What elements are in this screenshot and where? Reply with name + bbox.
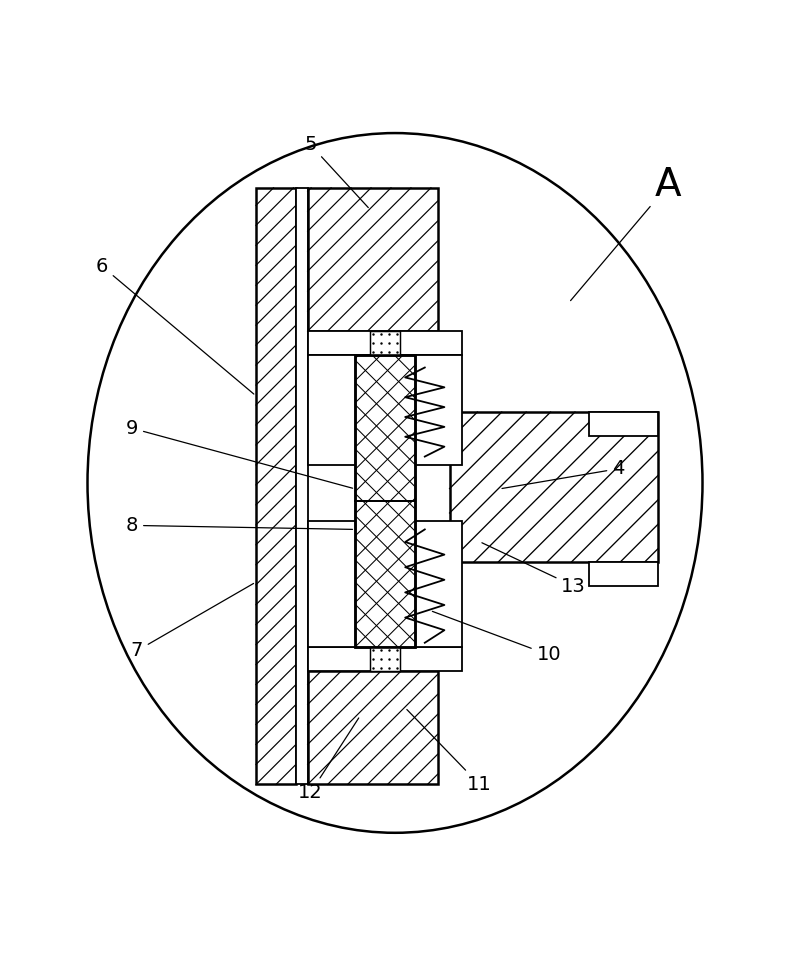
Text: 10: 10 (432, 611, 561, 665)
Bar (356, 356, 415, 647)
Bar (371, 647, 400, 672)
Bar (371, 331, 400, 356)
Bar (589, 412, 658, 436)
Bar (307, 356, 461, 465)
Bar (356, 356, 415, 647)
Text: 7: 7 (130, 583, 254, 660)
Text: 9: 9 (126, 419, 352, 488)
Text: 6: 6 (96, 257, 254, 394)
Bar (295, 188, 307, 785)
Bar (307, 672, 438, 785)
Bar (307, 647, 461, 672)
Bar (307, 521, 461, 647)
Bar (307, 331, 461, 356)
Text: 8: 8 (126, 516, 352, 535)
Bar (307, 188, 438, 331)
Bar (371, 331, 400, 356)
Text: 5: 5 (304, 136, 368, 207)
Bar (589, 562, 658, 586)
Text: 13: 13 (482, 543, 586, 596)
Text: 4: 4 (502, 459, 625, 488)
Bar (371, 647, 400, 672)
Text: A: A (570, 167, 682, 300)
Text: 11: 11 (407, 709, 492, 794)
Bar (450, 412, 658, 562)
Bar (256, 188, 295, 785)
Ellipse shape (88, 133, 702, 832)
Text: 12: 12 (298, 718, 359, 802)
